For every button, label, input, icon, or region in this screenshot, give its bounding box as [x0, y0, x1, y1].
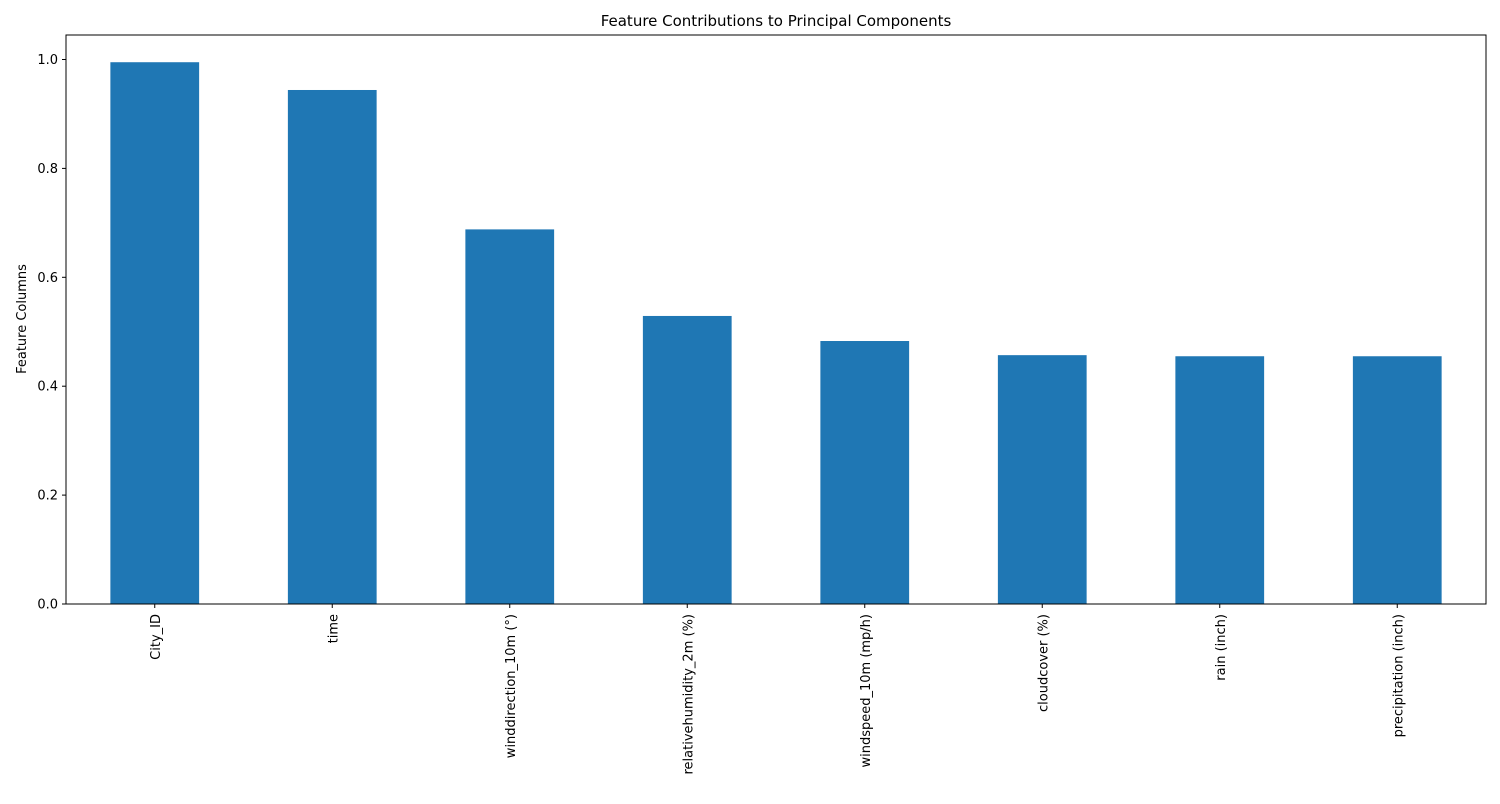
bar: [997, 355, 1087, 604]
y-axis-label: Feature Columns: [15, 264, 30, 374]
bars-layer: [110, 62, 1442, 605]
bar: [287, 89, 377, 605]
x-tick-label: time: [326, 614, 341, 643]
y-ticks-layer: 0.0 0.2 0.4 0.6 0.8 1.0: [37, 53, 66, 613]
bar: [820, 341, 910, 604]
chart-title: Feature Contributions to Principal Compo…: [601, 12, 952, 30]
y-tick-label: 0.8: [37, 162, 58, 177]
y-tick-label: 0.6: [37, 271, 58, 286]
y-tick-label: 0.0: [37, 598, 58, 613]
x-tick-label: cloudcover (%): [1036, 614, 1051, 712]
y-tick-label: 0.2: [37, 489, 58, 504]
bar: [465, 229, 555, 604]
x-tick-label: relativehumidity_2m (%): [681, 614, 696, 775]
bar: [1352, 356, 1442, 604]
x-ticks-layer: City_ID time winddirection_10m (°) relative…: [149, 604, 1406, 775]
plot-frame: [65, 34, 1487, 605]
bar: [1175, 356, 1265, 604]
x-tick-label: windspeed_10m (mp/h): [859, 614, 874, 768]
y-tick-label: 0.4: [37, 380, 58, 395]
y-tick-label: 1.0: [37, 53, 58, 68]
x-tick-label: precipitation (inch): [1391, 614, 1406, 737]
x-tick-label: rain (inch): [1214, 614, 1229, 681]
bar: [642, 315, 732, 604]
x-tick-label: winddirection_10m (°): [504, 614, 519, 758]
x-tick-label: City_ID: [149, 614, 164, 660]
bar: [110, 62, 200, 605]
